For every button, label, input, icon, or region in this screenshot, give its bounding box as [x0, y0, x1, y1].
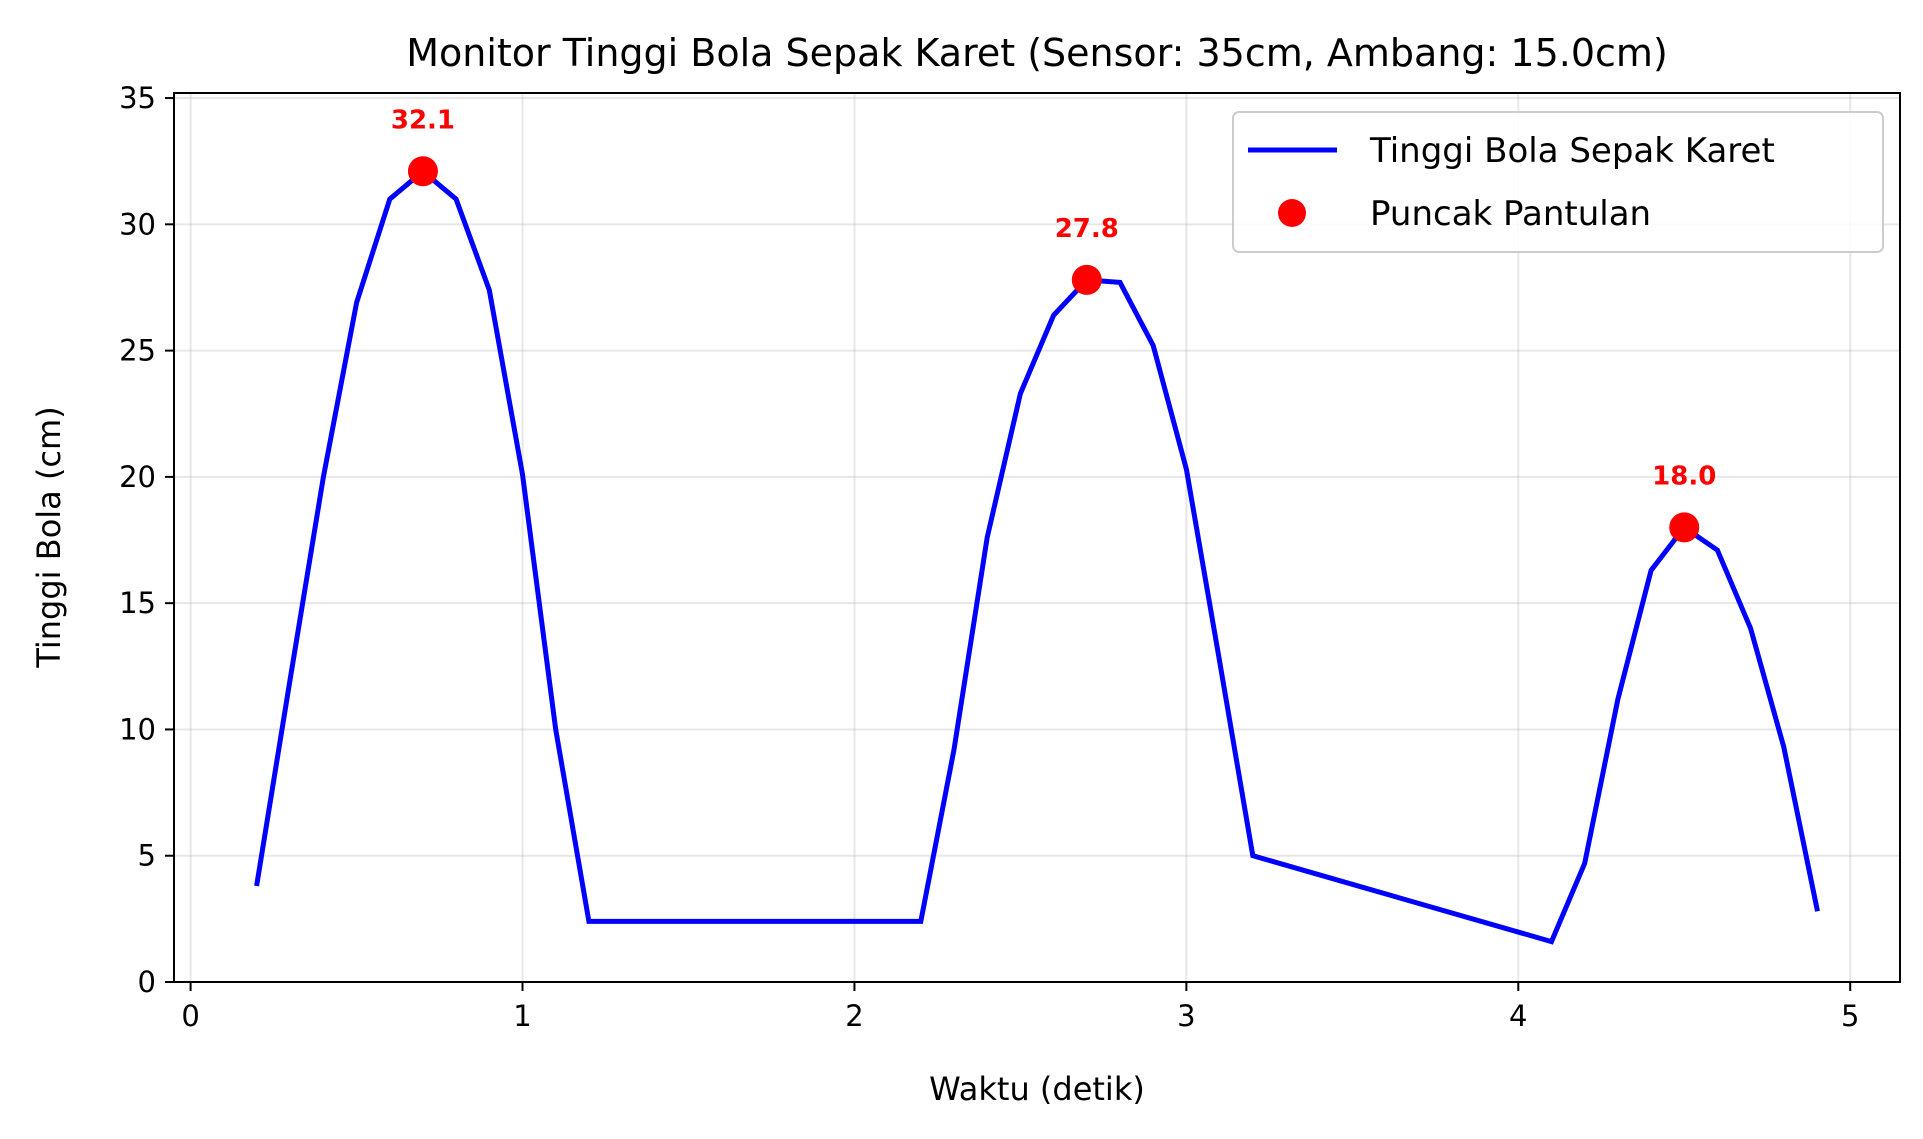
plot-frame [173, 92, 1901, 983]
legend-box [1232, 111, 1884, 253]
y-axis-ticks: 0 5 10 15 20 25 30 35 [119, 81, 174, 999]
chart-title: Monitor Tinggi Bola Sepak Karet (Sensor:… [406, 31, 1668, 75]
peak-marker [407, 156, 438, 187]
x-tick-label: 2 [845, 999, 863, 1033]
legend-entry-markers: Puncak Pantulan [1370, 194, 1651, 234]
x-tick-label: 0 [181, 999, 199, 1033]
y-tick-label: 10 [119, 712, 156, 746]
peak-value-label: 18.0 [1652, 461, 1716, 491]
x-axis-ticks: 0 1 2 3 4 5 [181, 982, 1859, 1033]
y-tick-label: 15 [119, 586, 156, 620]
peak-marker [1071, 264, 1102, 295]
y-tick-label: 0 [138, 965, 156, 999]
legend-entry-line: Tinggi Bola Sepak Karet [1369, 131, 1775, 171]
plot-series: 32.1 27.8 18.0 [254, 105, 1820, 945]
y-tick-label: 25 [119, 334, 156, 368]
y-tick-label: 35 [119, 81, 156, 115]
y-axis-label: Tinggi Bola (cm) [30, 406, 68, 668]
legend: Tinggi Bola Sepak Karet Puncak Pantulan [1232, 111, 1884, 253]
peak-value-label: 32.1 [391, 105, 455, 135]
legend-marker-swatch [1278, 199, 1306, 227]
x-tick-label: 4 [1509, 999, 1527, 1033]
x-tick-label: 3 [1177, 999, 1195, 1033]
y-tick-label: 30 [119, 207, 156, 241]
peak-marker [1669, 512, 1700, 543]
x-tick-label: 1 [513, 999, 531, 1033]
x-axis-label: Waktu (detik) [929, 1070, 1145, 1108]
x-tick-label: 5 [1841, 999, 1859, 1033]
y-tick-label: 5 [138, 839, 156, 873]
peak-value-label: 27.8 [1055, 214, 1119, 244]
y-tick-label: 20 [119, 460, 156, 494]
